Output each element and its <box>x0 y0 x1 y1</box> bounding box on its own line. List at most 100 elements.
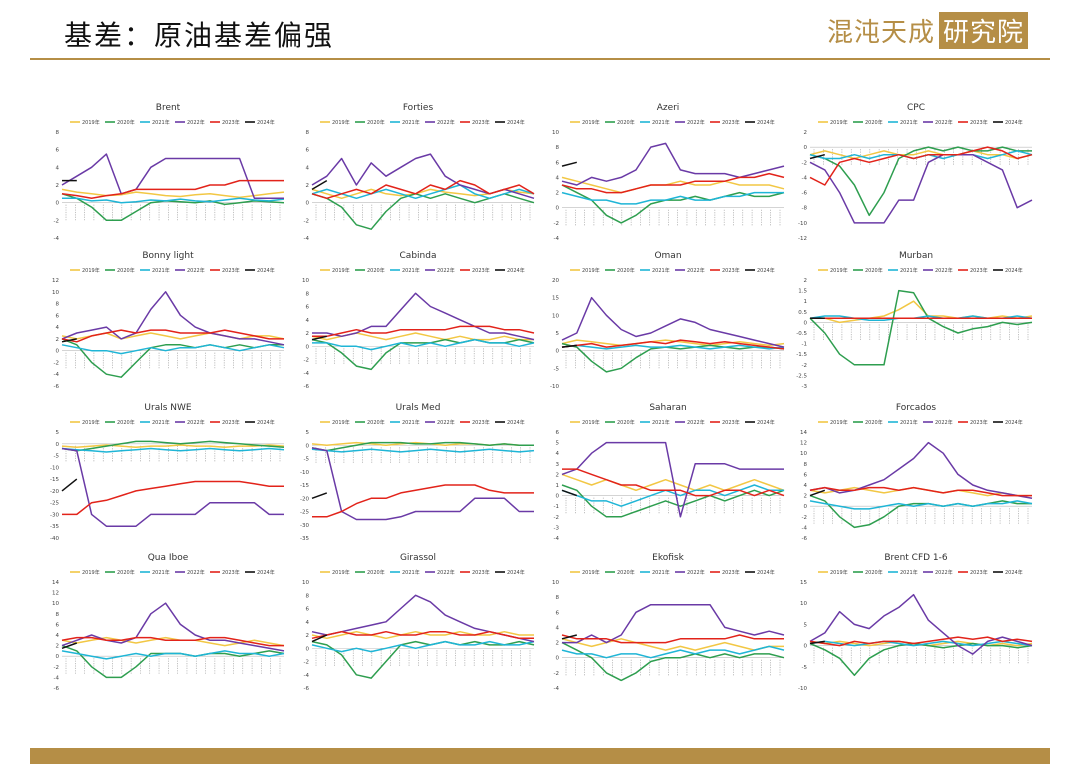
y-tick-label: 5 <box>556 441 560 447</box>
y-tick-label: -3 <box>802 384 808 390</box>
legend-label: 2019年 <box>582 267 600 274</box>
y-tick-label: 12 <box>800 441 807 447</box>
y-tick-label: 2 <box>556 191 560 197</box>
legend-label: 2020年 <box>617 569 635 576</box>
legend-label: 2024年 <box>507 119 525 126</box>
legend-label: 2020年 <box>865 569 883 576</box>
y-tick-label: -5 <box>304 457 310 463</box>
y-tick-label: 2 <box>56 183 60 189</box>
chart-title: Cabinda <box>400 251 437 261</box>
y-tick-label: 2 <box>306 633 310 639</box>
legend-label: 2019年 <box>830 267 848 274</box>
legend-label: 2024年 <box>257 569 275 576</box>
y-tick-label: 0 <box>306 646 310 652</box>
y-tick-label: 8 <box>56 302 60 308</box>
y-tick-label: -4 <box>54 675 60 681</box>
legend-label: 2024年 <box>257 267 275 274</box>
y-tick-label: -15 <box>300 483 309 489</box>
y-tick-label: -2 <box>304 358 309 364</box>
legend-label: 2023年 <box>722 267 740 274</box>
series-line <box>561 645 785 659</box>
y-tick-label: -35 <box>50 524 59 530</box>
y-tick-label: 8 <box>804 462 808 468</box>
y-tick-label: 6 <box>556 160 560 166</box>
series-line <box>809 640 825 645</box>
chart-panel: Azeri 2019年 2020年 2021年 2022年 2023年 2024年 -4 -2 0… <box>552 103 785 242</box>
legend-label: 2019年 <box>582 569 600 576</box>
chart-panel: Girassol 2019年 2020年 2021年 2022年 2023年 2024年 -6… <box>302 553 535 692</box>
y-tick-label: -2.5 <box>796 373 807 379</box>
series-line <box>311 335 327 341</box>
legend-label: 2023年 <box>222 119 240 126</box>
legend-label: 2023年 <box>222 267 240 274</box>
y-tick-label: -0.5 <box>796 331 807 337</box>
legend-label: 2019年 <box>82 569 100 576</box>
chart-title: Brent <box>156 103 181 113</box>
y-tick-label: 4 <box>306 165 310 171</box>
chart-title: Oman <box>654 251 681 261</box>
y-tick-label: -2 <box>554 221 559 227</box>
legend-label: 2022年 <box>687 569 705 576</box>
y-tick-label: 20 <box>552 278 559 284</box>
y-tick-label: -3 <box>554 525 560 531</box>
y-tick-label: 10 <box>552 580 559 586</box>
y-tick-label: 10 <box>552 130 559 136</box>
series-line <box>61 329 284 343</box>
y-tick-label: 4 <box>56 165 60 171</box>
chart-title: Qua Iboe <box>148 553 189 563</box>
y-tick-label: 6 <box>306 148 310 154</box>
legend-label: 2024年 <box>1005 569 1023 576</box>
y-tick-label: 6 <box>804 472 808 478</box>
series-line <box>61 444 285 449</box>
legend-label: 2022年 <box>935 267 953 274</box>
y-tick-label: -25 <box>300 510 309 516</box>
logo-text: 混沌天成 <box>826 17 935 48</box>
y-tick-label: -30 <box>50 512 59 518</box>
series-line <box>561 296 785 348</box>
legend-label: 2022年 <box>187 119 205 126</box>
y-tick-label: -4 <box>802 175 808 181</box>
series-line <box>561 638 784 651</box>
series-line <box>809 486 1032 497</box>
y-tick-label: -25 <box>50 501 59 507</box>
legend-label: 2020年 <box>865 119 883 126</box>
legend-label: 2024年 <box>757 267 775 274</box>
legend-label: 2020年 <box>617 419 635 426</box>
legend-label: 2024年 <box>507 569 525 576</box>
y-tick-label: -2 <box>802 515 807 521</box>
series-line <box>311 184 535 200</box>
series-line <box>61 291 285 346</box>
series-line <box>61 153 284 200</box>
y-tick-label: -4 <box>802 525 808 531</box>
y-tick-label: 4 <box>306 318 310 324</box>
y-tick-label: -1.5 <box>796 352 807 358</box>
legend-label: 2023年 <box>472 569 490 576</box>
series-line <box>809 494 1032 529</box>
chart-panel: Murban 2019年 2020年 2021年 2022年 2023年 2024年 -3 -2… <box>796 251 1033 390</box>
series-line <box>312 484 534 518</box>
y-tick-label: -2 <box>304 218 309 224</box>
legend-label: 2020年 <box>367 419 385 426</box>
y-tick-label: 4 <box>306 620 310 626</box>
y-tick-label: 6 <box>556 430 560 436</box>
y-tick-label: -5 <box>54 454 60 460</box>
y-tick-label: 0 <box>804 644 808 650</box>
series-line <box>312 292 535 341</box>
y-tick-label: -10 <box>798 221 807 227</box>
legend-label: 2024年 <box>1005 267 1023 274</box>
legend-label: 2023年 <box>222 419 240 426</box>
y-tick-label: -2 <box>802 160 807 166</box>
y-tick-label: 6 <box>306 305 310 311</box>
y-tick-label: 0 <box>556 349 560 355</box>
legend-label: 2024年 <box>507 267 525 274</box>
y-tick-label: -1 <box>554 504 559 510</box>
legend-label: 2022年 <box>437 419 455 426</box>
legend-label: 2021年 <box>900 569 918 576</box>
chart-panel: Cabinda 2019年 2020年 2021年 2022年 2023年 2024年 -6 -… <box>302 251 535 390</box>
legend-label: 2022年 <box>687 119 705 126</box>
y-tick-label: -4 <box>54 236 60 242</box>
y-tick-label: 2 <box>804 494 808 500</box>
y-tick-label: 0 <box>556 494 560 500</box>
y-tick-label: -6 <box>802 536 808 542</box>
